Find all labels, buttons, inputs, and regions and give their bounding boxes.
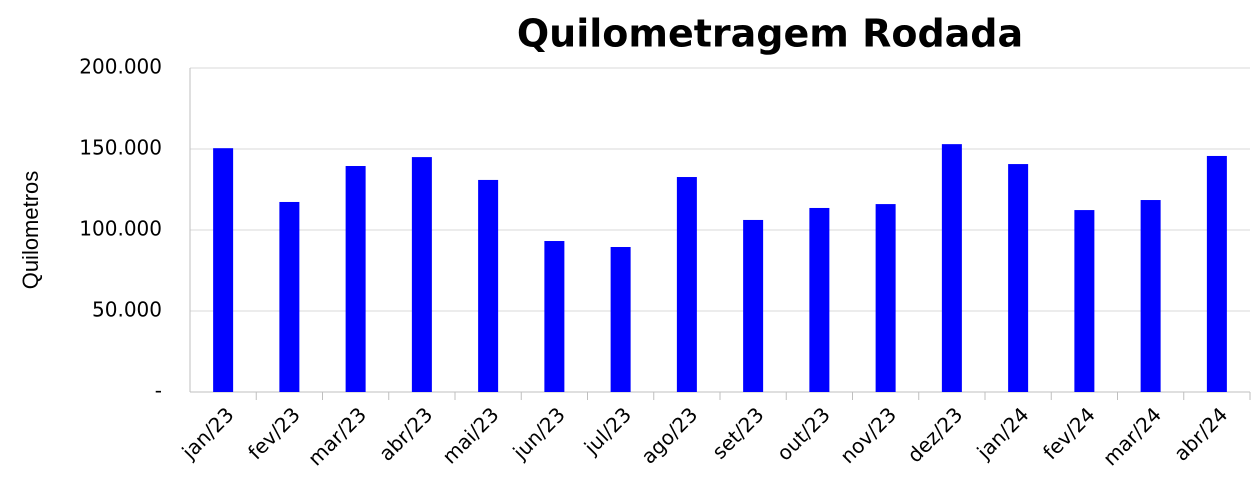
x-tick-label: mar/24 bbox=[1098, 402, 1166, 470]
y-axis-label: Quilometros bbox=[18, 171, 43, 290]
bar bbox=[809, 207, 830, 392]
bar bbox=[345, 166, 366, 392]
x-tick-label: nov/23 bbox=[835, 402, 901, 468]
bar bbox=[1206, 155, 1227, 392]
x-tick-label: dez/23 bbox=[902, 402, 967, 467]
bar bbox=[875, 204, 896, 392]
bar bbox=[941, 144, 962, 392]
bar bbox=[610, 247, 631, 392]
x-tick-label: jan/23 bbox=[177, 402, 239, 464]
x-tick-label: jan/24 bbox=[972, 402, 1034, 464]
y-tick-label: 150.000 bbox=[79, 136, 162, 160]
y-tick-label: 50.000 bbox=[92, 298, 162, 322]
bar bbox=[1008, 164, 1029, 392]
chart-title: Quilometragem Rodada bbox=[517, 12, 1023, 56]
x-tick-label: out/23 bbox=[772, 402, 835, 465]
x-tick-label: abr/23 bbox=[374, 402, 437, 465]
x-tick-label: mar/23 bbox=[303, 402, 371, 470]
x-tick-label: set/23 bbox=[707, 402, 768, 463]
y-tick-label: - bbox=[155, 379, 162, 403]
x-tick-label: fev/24 bbox=[1038, 402, 1100, 464]
x-tick-label: abr/24 bbox=[1169, 402, 1232, 465]
bar bbox=[411, 157, 432, 392]
x-tick-label: jun/23 bbox=[507, 402, 569, 464]
bar bbox=[478, 179, 499, 392]
bar bbox=[213, 148, 234, 392]
bar bbox=[279, 201, 300, 392]
y-tick-label: 200.000 bbox=[79, 55, 162, 79]
y-tick-label: 100.000 bbox=[79, 217, 162, 241]
bar bbox=[676, 177, 697, 392]
bar bbox=[544, 241, 565, 392]
x-tick-label: jul/23 bbox=[579, 402, 636, 459]
x-tick-label: fev/23 bbox=[243, 402, 305, 464]
x-tick-label: ago/23 bbox=[636, 402, 702, 468]
bar bbox=[1074, 210, 1095, 392]
bar bbox=[1140, 200, 1161, 392]
bar bbox=[743, 219, 764, 392]
x-tick-label: mai/23 bbox=[437, 402, 503, 468]
